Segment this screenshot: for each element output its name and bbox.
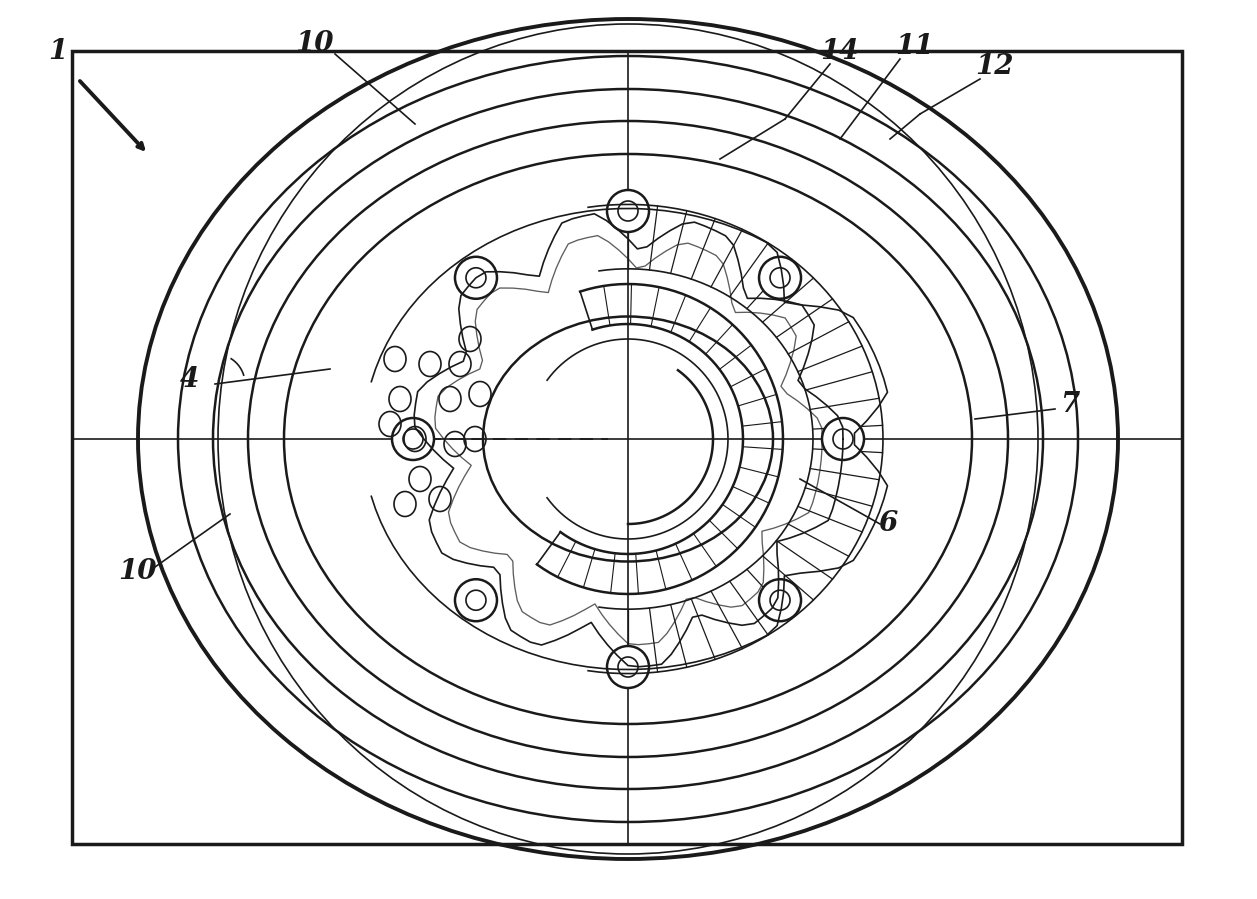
Ellipse shape	[759, 257, 801, 298]
Text: 7: 7	[1060, 391, 1080, 418]
Ellipse shape	[607, 190, 649, 232]
Ellipse shape	[392, 418, 434, 460]
Text: 10: 10	[118, 558, 157, 585]
Text: 11: 11	[895, 33, 934, 60]
Bar	[72, 51, 1182, 844]
Text: 14: 14	[820, 38, 859, 65]
Text: 10: 10	[295, 30, 333, 57]
Ellipse shape	[455, 257, 497, 298]
Ellipse shape	[455, 579, 497, 621]
Text: 1: 1	[48, 38, 68, 65]
Ellipse shape	[759, 579, 801, 621]
Ellipse shape	[607, 646, 649, 688]
Ellipse shape	[822, 418, 864, 460]
Text: 12: 12	[975, 53, 1013, 80]
Text: 4: 4	[180, 366, 200, 393]
Text: 6: 6	[877, 510, 897, 537]
